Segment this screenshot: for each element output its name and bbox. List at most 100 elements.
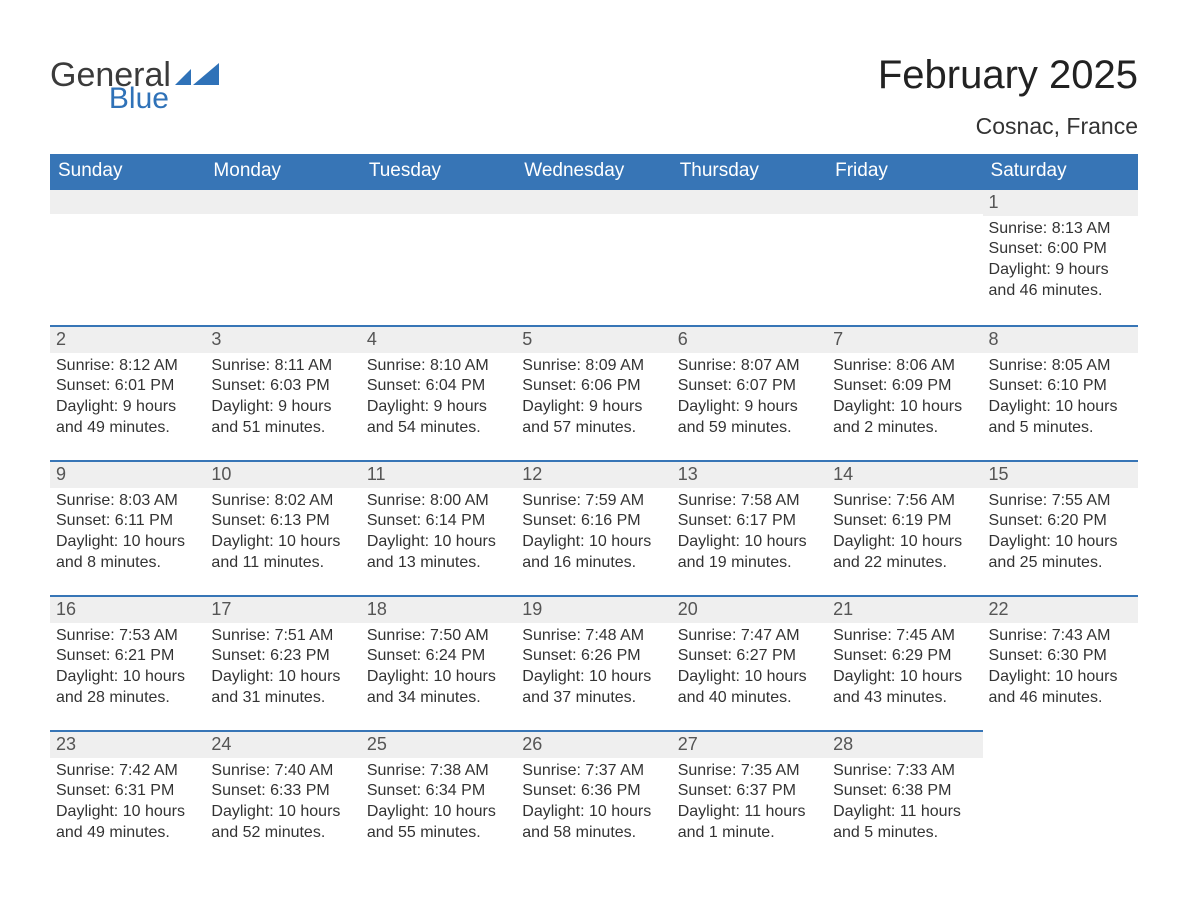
sunrise-line-value: 8:13 AM bbox=[1052, 220, 1111, 237]
sunset-line-value: 6:04 PM bbox=[426, 377, 486, 394]
calendar-cell: 9Sunrise: 8:03 AMSunset: 6:11 PMDaylight… bbox=[50, 460, 205, 595]
day-number: 6 bbox=[672, 327, 827, 353]
daylight-line-label: Daylight: bbox=[367, 668, 429, 685]
sunset-line: Sunset: 6:06 PM bbox=[522, 376, 667, 397]
daylight-line-label: Daylight: bbox=[367, 398, 429, 415]
sunrise-line-value: 7:35 AM bbox=[741, 762, 800, 779]
calendar-cell: 10Sunrise: 8:02 AMSunset: 6:13 PMDayligh… bbox=[205, 460, 360, 595]
daylight-line: Daylight: 9 hours and 59 minutes. bbox=[678, 397, 823, 439]
daylight-line: Daylight: 9 hours and 51 minutes. bbox=[211, 397, 356, 439]
sunrise-line: Sunrise: 8:09 AM bbox=[522, 356, 667, 377]
sunset-line-value: 6:21 PM bbox=[115, 647, 175, 664]
sunrise-line-label: Sunrise: bbox=[522, 357, 581, 374]
calendar-cell: 11Sunrise: 8:00 AMSunset: 6:14 PMDayligh… bbox=[361, 460, 516, 595]
calendar-cell: 2Sunrise: 8:12 AMSunset: 6:01 PMDaylight… bbox=[50, 325, 205, 460]
sunrise-line-label: Sunrise: bbox=[367, 627, 426, 644]
sunrise-line-value: 7:56 AM bbox=[896, 492, 955, 509]
sunrise-line-label: Sunrise: bbox=[833, 762, 892, 779]
daylight-line-label: Daylight: bbox=[833, 533, 895, 550]
calendar-location: Cosnac, France bbox=[878, 113, 1138, 140]
sunrise-line-label: Sunrise: bbox=[989, 627, 1048, 644]
day-number: 2 bbox=[50, 327, 205, 353]
day-number: 27 bbox=[672, 732, 827, 758]
calendar-cell bbox=[672, 190, 827, 325]
calendar-row: 1Sunrise: 8:13 AMSunset: 6:00 PMDaylight… bbox=[50, 190, 1138, 325]
sunrise-line-label: Sunrise: bbox=[678, 357, 737, 374]
sunset-line-value: 6:38 PM bbox=[892, 782, 952, 799]
day-number: 3 bbox=[205, 327, 360, 353]
sunrise-line: Sunrise: 7:42 AM bbox=[56, 761, 201, 782]
sunset-line-label: Sunset: bbox=[833, 647, 887, 664]
sunrise-line-value: 8:05 AM bbox=[1052, 357, 1111, 374]
sunset-line-value: 6:33 PM bbox=[270, 782, 330, 799]
daylight-line-label: Daylight: bbox=[522, 668, 584, 685]
sunset-line: Sunset: 6:21 PM bbox=[56, 646, 201, 667]
day-number: 28 bbox=[827, 732, 982, 758]
sunset-line-label: Sunset: bbox=[56, 647, 110, 664]
weekday-header: Saturday bbox=[983, 154, 1138, 190]
sunset-line-label: Sunset: bbox=[367, 782, 421, 799]
sunset-line: Sunset: 6:10 PM bbox=[989, 376, 1134, 397]
daylight-line-label: Daylight: bbox=[367, 533, 429, 550]
sunrise-line-label: Sunrise: bbox=[56, 627, 115, 644]
sunrise-line-value: 8:12 AM bbox=[119, 357, 178, 374]
sunset-line-label: Sunset: bbox=[211, 377, 265, 394]
sunset-line-value: 6:27 PM bbox=[736, 647, 796, 664]
title-block: February 2025 Cosnac, France bbox=[878, 55, 1138, 140]
daylight-line-label: Daylight: bbox=[56, 668, 118, 685]
sunrise-line-label: Sunrise: bbox=[56, 357, 115, 374]
daylight-line: Daylight: 10 hours and 31 minutes. bbox=[211, 667, 356, 709]
daylight-line-label: Daylight: bbox=[522, 398, 584, 415]
sunset-line-label: Sunset: bbox=[678, 377, 732, 394]
daylight-line-label: Daylight: bbox=[211, 398, 273, 415]
daylight-line: Daylight: 11 hours and 5 minutes. bbox=[833, 802, 978, 844]
sunrise-line-label: Sunrise: bbox=[989, 220, 1048, 237]
sunset-line-label: Sunset: bbox=[678, 647, 732, 664]
daylight-line: Daylight: 10 hours and 5 minutes. bbox=[989, 397, 1134, 439]
sunrise-line-label: Sunrise: bbox=[833, 627, 892, 644]
sunrise-line: Sunrise: 7:55 AM bbox=[989, 491, 1134, 512]
day-number: 20 bbox=[672, 597, 827, 623]
sunset-line-value: 6:36 PM bbox=[581, 782, 641, 799]
day-number: 9 bbox=[50, 462, 205, 488]
day-number: 26 bbox=[516, 732, 671, 758]
sunset-line: Sunset: 6:03 PM bbox=[211, 376, 356, 397]
calendar-row: 16Sunrise: 7:53 AMSunset: 6:21 PMDayligh… bbox=[50, 595, 1138, 730]
day-number: 17 bbox=[205, 597, 360, 623]
sunset-line-label: Sunset: bbox=[989, 647, 1043, 664]
daylight-line-label: Daylight: bbox=[678, 803, 740, 820]
weekday-header: Thursday bbox=[672, 154, 827, 190]
sunset-line: Sunset: 6:36 PM bbox=[522, 781, 667, 802]
day-number: 8 bbox=[983, 327, 1138, 353]
sunrise-line: Sunrise: 8:06 AM bbox=[833, 356, 978, 377]
sunset-line-value: 6:31 PM bbox=[115, 782, 175, 799]
calendar-row: 2Sunrise: 8:12 AMSunset: 6:01 PMDaylight… bbox=[50, 325, 1138, 460]
sunset-line-value: 6:09 PM bbox=[892, 377, 952, 394]
calendar-cell: 16Sunrise: 7:53 AMSunset: 6:21 PMDayligh… bbox=[50, 595, 205, 730]
calendar-row: 9Sunrise: 8:03 AMSunset: 6:11 PMDaylight… bbox=[50, 460, 1138, 595]
day-number: 7 bbox=[827, 327, 982, 353]
day-number: 4 bbox=[361, 327, 516, 353]
sunset-line-value: 6:24 PM bbox=[426, 647, 486, 664]
brand-logo: General Blue bbox=[50, 55, 219, 114]
sunrise-line-value: 8:11 AM bbox=[275, 357, 333, 374]
sunrise-line-value: 8:07 AM bbox=[741, 357, 800, 374]
sunrise-line-label: Sunrise: bbox=[211, 762, 270, 779]
day-number: 5 bbox=[516, 327, 671, 353]
sunset-line-label: Sunset: bbox=[833, 782, 887, 799]
sunset-line-value: 6:16 PM bbox=[581, 512, 641, 529]
sunrise-line-value: 8:00 AM bbox=[430, 492, 489, 509]
daylight-line: Daylight: 10 hours and 2 minutes. bbox=[833, 397, 978, 439]
calendar-cell: 8Sunrise: 8:05 AMSunset: 6:10 PMDaylight… bbox=[983, 325, 1138, 460]
sunrise-line-label: Sunrise: bbox=[56, 762, 115, 779]
calendar-cell: 12Sunrise: 7:59 AMSunset: 6:16 PMDayligh… bbox=[516, 460, 671, 595]
sunset-line-value: 6:13 PM bbox=[270, 512, 330, 529]
daylight-line: Daylight: 9 hours and 54 minutes. bbox=[367, 397, 512, 439]
daylight-line-label: Daylight: bbox=[833, 668, 895, 685]
sunrise-line: Sunrise: 8:00 AM bbox=[367, 491, 512, 512]
daylight-line: Daylight: 11 hours and 1 minute. bbox=[678, 802, 823, 844]
daylight-line-label: Daylight: bbox=[678, 533, 740, 550]
sunrise-line: Sunrise: 8:02 AM bbox=[211, 491, 356, 512]
calendar-cell bbox=[983, 730, 1138, 865]
calendar-cell bbox=[361, 190, 516, 325]
